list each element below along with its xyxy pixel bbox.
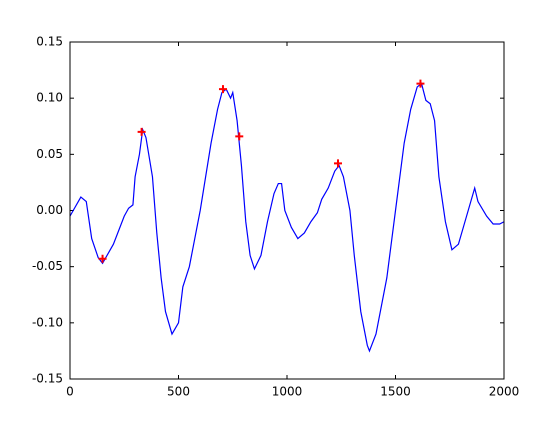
y-tick-label: 0.15: [36, 35, 63, 49]
x-tick-label: 1000: [272, 385, 303, 399]
marker: [98, 254, 107, 263]
x-tick-label: 500: [167, 385, 190, 399]
marker: [137, 127, 146, 136]
marker: [235, 132, 244, 141]
x-tick-label: 0: [66, 385, 74, 399]
y-tick-label: 0.00: [36, 203, 63, 217]
y-tick-label: 0.10: [36, 91, 63, 105]
x-tick-label: 2000: [489, 385, 520, 399]
line: [69, 82, 505, 353]
x-tick-label: 1500: [380, 385, 411, 399]
y-tick-label: 0.05: [36, 147, 63, 161]
marker: [333, 159, 342, 168]
y-tick-label: -0.05: [32, 259, 63, 273]
y-tick-label: -0.10: [32, 315, 63, 329]
y-tick-label: -0.15: [32, 372, 63, 386]
marker: [218, 85, 227, 94]
axes-frame: [69, 41, 505, 380]
marker: [416, 79, 425, 88]
